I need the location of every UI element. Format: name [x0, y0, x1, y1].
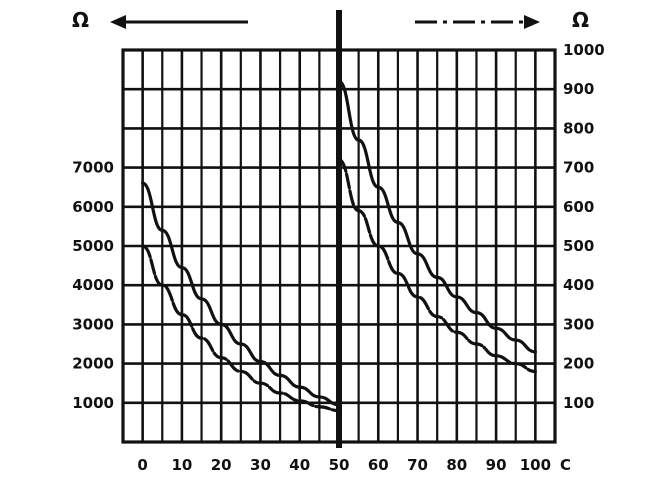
left-y-tick-label: 5000 — [72, 237, 114, 255]
x-unit-label: C — [560, 456, 571, 474]
x-tick-label: 80 — [446, 456, 467, 474]
right-arrow-head — [524, 15, 540, 29]
x-tick-label: 30 — [250, 456, 271, 474]
right-y-tick-label: 100 — [563, 394, 594, 412]
left-y-tick-label: 1000 — [72, 394, 114, 412]
right-y-tick-label: 700 — [563, 159, 594, 177]
right-y-tick-label: 800 — [563, 119, 594, 137]
series-curve-right-solid — [337, 79, 537, 354]
x-tick-label: 100 — [520, 456, 551, 474]
x-tick-label: 20 — [211, 456, 232, 474]
right-y-tick-label: 1000 — [563, 41, 605, 59]
left-y-tick-label: 6000 — [72, 198, 114, 216]
x-tick-label: 0 — [137, 456, 147, 474]
right-y-tick-label: 200 — [563, 355, 594, 373]
series-curve-left-solid — [141, 181, 341, 407]
curves — [141, 79, 537, 413]
right-y-tick-label: 300 — [563, 315, 594, 333]
left-y-tick-label: 3000 — [72, 315, 114, 333]
right-unit-label: Ω — [572, 8, 589, 32]
grid — [121, 10, 557, 448]
x-tick-label: 40 — [289, 456, 310, 474]
axis-decorations: Ω Ω C — [72, 8, 589, 474]
series-curve-right-dashed — [337, 158, 537, 374]
right-y-tick-label: 900 — [563, 80, 594, 98]
series-curve-left-dashed — [141, 244, 341, 413]
x-tick-label: 10 — [171, 456, 192, 474]
tick-labels: 0 10 20 30 40 50 60 70 80 90 100 1000 2000 3000 4000 50… — [72, 41, 605, 474]
left-unit-label: Ω — [72, 8, 89, 32]
left-arrow-head — [110, 15, 126, 29]
x-tick-label: 90 — [486, 456, 507, 474]
right-y-tick-label: 400 — [563, 276, 594, 294]
right-y-tick-label: 600 — [563, 198, 594, 216]
x-tick-label: 50 — [329, 456, 350, 474]
x-tick-label: 60 — [368, 456, 389, 474]
left-y-tick-label: 2000 — [72, 355, 114, 373]
right-y-tick-label: 500 — [563, 237, 594, 255]
left-y-tick-label: 4000 — [72, 276, 114, 294]
x-tick-label: 70 — [407, 456, 428, 474]
left-y-tick-label: 7000 — [72, 159, 114, 177]
